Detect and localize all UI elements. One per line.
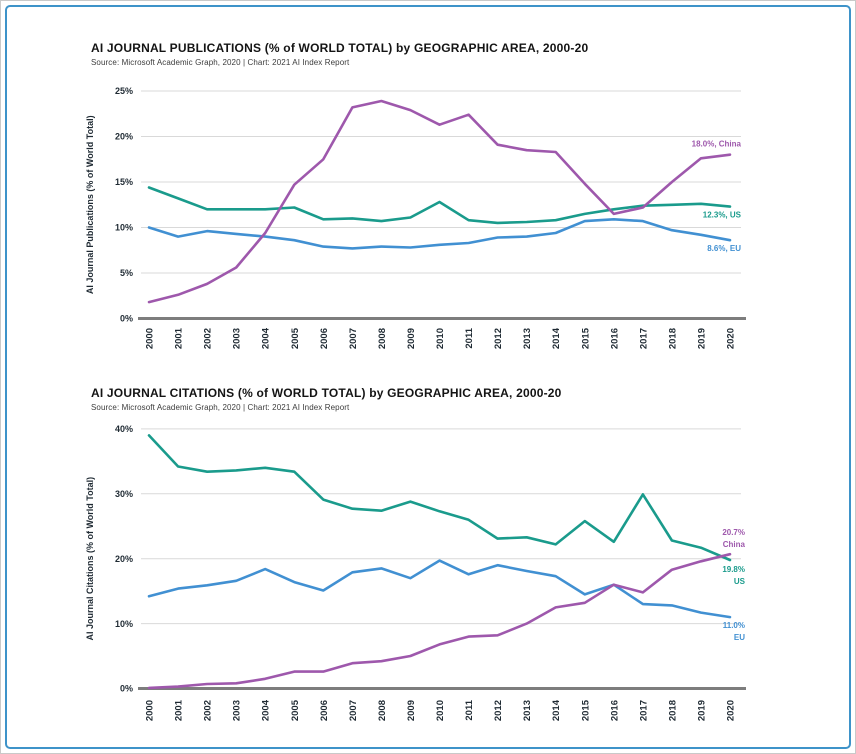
y-tick-label: 15% [115,177,133,187]
x-tick-label: 2011 [464,699,475,720]
end-label-us: 12.3%, US [703,211,742,220]
x-tick-label: 2007 [348,328,359,349]
x-tick-label: 2009 [406,328,417,349]
x-tick-label: 2005 [290,699,301,721]
publications-line-chart: 0% 5% 10% 15% 20% 25% 2000 2001 2002 2003 2004 2005… [85,86,746,349]
x-tick-label: 2020 [726,328,737,349]
y-tick-label: 5% [120,268,133,278]
x-tick-label: 2010 [435,328,446,349]
y-tick-label: 25% [115,86,133,96]
x-tick-label: 2018 [667,700,678,721]
y-axis-title: AI Journal Citations (% of World Total) [85,477,95,641]
x-tick-label: 2020 [726,700,737,721]
x-tick-label: 2001 [174,327,185,349]
x-tick-label: 2015 [580,327,591,349]
y-tick-label: 0% [120,314,133,324]
x-tick-label: 2000 [145,700,156,721]
end-label-china: 18.0%, China [692,140,742,149]
x-tick-label: 2002 [203,328,214,349]
x-tick-label: 2012 [493,328,504,349]
end-label-eu: EU [734,633,745,642]
x-tick-label: 2018 [667,328,678,349]
series-line-us [147,434,732,562]
x-tick-label: 2008 [377,328,388,349]
x-tick-label: 2007 [348,700,359,721]
x-tick-label: 2001 [174,699,185,721]
x-tick-label: 2009 [406,700,417,721]
end-label-eu: 11.0% [723,621,745,630]
x-tick-label: 2017 [638,328,649,349]
x-tick-label: 2012 [493,700,504,721]
y-tick-label: 20% [115,132,133,142]
y-tick-label: 40% [115,424,133,434]
x-tick-label: 2000 [145,328,156,349]
x-tick-label: 2004 [261,699,272,721]
series-line-china [147,552,732,690]
end-label-eu: 8.6%, EU [707,244,741,253]
x-tick-label: 2003 [232,328,243,349]
end-label-china: 20.7% [722,528,745,537]
y-axis-title: AI Journal Publications (% of World Tota… [85,115,95,294]
y-tick-label: 20% [115,554,133,564]
x-tick-label: 2006 [319,700,330,721]
end-label-us: US [734,577,746,586]
x-tick-label: 2011 [464,327,475,348]
x-tick-label: 2019 [696,328,707,349]
series-line-eu [147,559,732,619]
x-tick-label: 2014 [551,327,562,349]
y-tick-label: 0% [120,684,133,694]
end-label-us: 19.8% [722,565,745,574]
citations-chart-source: Source: Microsoft Academic Graph, 2020 |… [91,403,350,412]
x-tick-label: 2006 [319,328,330,349]
series-line-china [147,99,732,304]
y-tick-label: 10% [115,223,133,233]
x-tick-label: 2013 [522,328,533,349]
x-tick-label: 2003 [232,700,243,721]
x-tick-label: 2002 [203,700,214,721]
end-label-china: China [723,540,746,549]
x-tick-label: 2015 [580,699,591,721]
publications-chart-source: Source: Microsoft Academic Graph, 2020 |… [91,58,350,67]
series-line-us [147,186,732,225]
series-line-eu [147,218,732,250]
publications-chart-title: AI JOURNAL PUBLICATIONS (% of WORLD TOTA… [91,41,589,55]
citations-line-chart: 0% 10% 20% 30% 40% 2000 2001 2002 2003 2004 2005 20… [85,424,746,721]
y-tick-label: 30% [115,489,133,499]
citations-chart-title: AI JOURNAL CITATIONS (% of WORLD TOTAL) … [91,386,562,400]
y-tick-label: 10% [115,619,133,629]
x-tick-label: 2019 [696,700,707,721]
x-tick-label: 2013 [522,700,533,721]
x-tick-label: 2010 [435,700,446,721]
x-tick-label: 2004 [261,327,272,349]
x-tick-label: 2016 [609,700,620,721]
x-tick-label: 2008 [377,700,388,721]
x-tick-label: 2014 [551,699,562,721]
x-tick-label: 2005 [290,327,301,349]
x-tick-label: 2017 [638,700,649,721]
x-tick-label: 2016 [609,328,620,349]
